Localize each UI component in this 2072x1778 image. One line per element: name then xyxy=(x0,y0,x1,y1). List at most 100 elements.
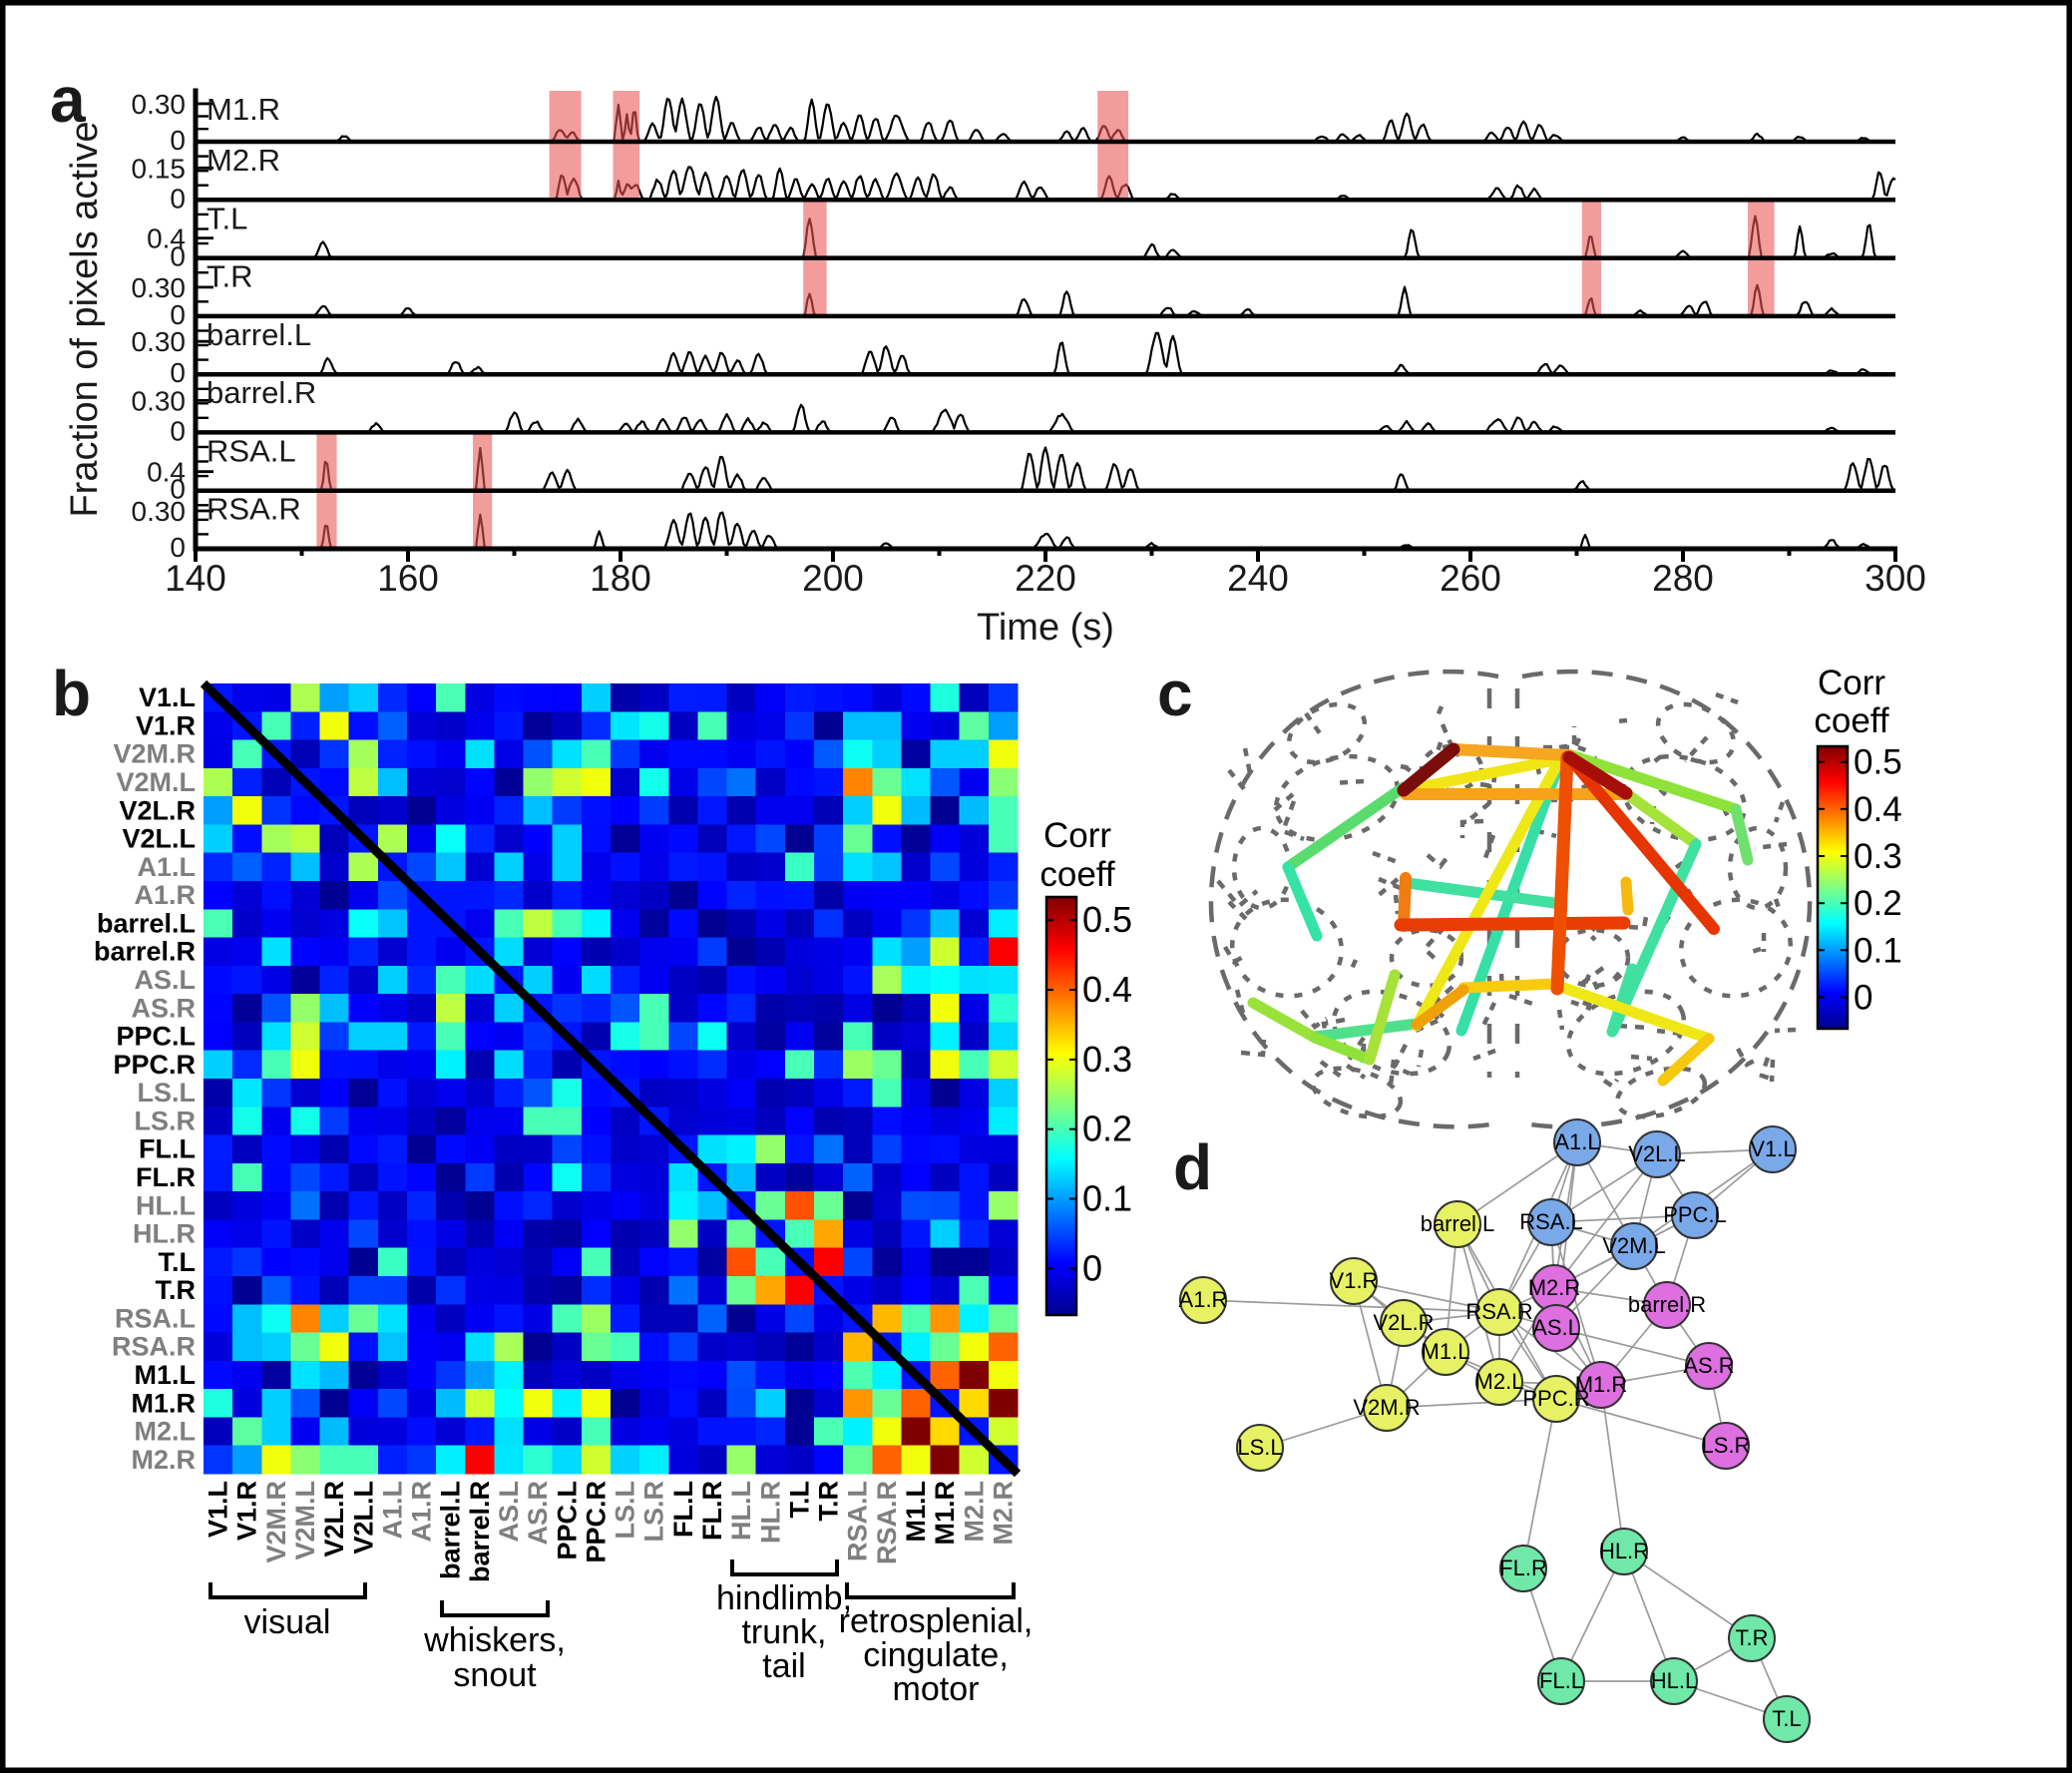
svg-text:0: 0 xyxy=(170,183,186,214)
svg-text:a: a xyxy=(50,64,86,136)
svg-text:A1.L: A1.L xyxy=(377,1481,407,1540)
svg-text:V1.R: V1.R xyxy=(1330,1268,1379,1293)
svg-text:visual: visual xyxy=(244,1603,331,1641)
svg-text:coeff: coeff xyxy=(1814,701,1889,740)
svg-text:trunk,: trunk, xyxy=(741,1613,826,1651)
svg-text:0: 0 xyxy=(1082,1247,1102,1288)
svg-text:T.R: T.R xyxy=(814,1481,844,1522)
svg-text:HL.R: HL.R xyxy=(1599,1539,1649,1563)
svg-text:M2.R: M2.R xyxy=(988,1481,1018,1546)
svg-text:V2L.R: V2L.R xyxy=(119,795,196,825)
svg-text:HL.L: HL.L xyxy=(1651,1668,1697,1693)
svg-text:V2L.R: V2L.R xyxy=(319,1481,349,1557)
svg-text:0.1: 0.1 xyxy=(1854,931,1902,970)
svg-text:T.L: T.L xyxy=(207,201,247,235)
svg-text:0: 0 xyxy=(170,474,186,505)
svg-text:PPC.L: PPC.L xyxy=(552,1481,582,1560)
svg-text:V2M.R: V2M.R xyxy=(1353,1395,1420,1420)
svg-text:0.30: 0.30 xyxy=(132,326,187,357)
svg-text:c: c xyxy=(1157,658,1193,729)
svg-text:M2.R: M2.R xyxy=(131,1445,196,1475)
svg-text:M2.L: M2.L xyxy=(959,1481,989,1543)
svg-text:V2L.L: V2L.L xyxy=(122,824,196,854)
svg-text:0.4: 0.4 xyxy=(147,457,186,488)
svg-text:V1.L: V1.L xyxy=(204,1481,233,1538)
svg-text:220: 220 xyxy=(1015,558,1076,599)
svg-text:PPC.L: PPC.L xyxy=(116,1022,196,1052)
svg-text:PPC.R: PPC.R xyxy=(581,1481,611,1563)
svg-text:LS.R: LS.R xyxy=(639,1481,669,1543)
svg-text:d: d xyxy=(1173,1131,1212,1203)
svg-text:0: 0 xyxy=(170,125,186,156)
svg-text:HL.R: HL.R xyxy=(755,1481,785,1544)
svg-text:V1.R: V1.R xyxy=(232,1481,262,1541)
svg-text:0: 0 xyxy=(170,357,186,388)
svg-text:coeff: coeff xyxy=(1039,855,1115,894)
svg-text:V2M.L: V2M.L xyxy=(290,1481,320,1560)
svg-text:motor: motor xyxy=(893,1670,980,1708)
svg-text:RSA.L: RSA.L xyxy=(115,1303,196,1333)
svg-text:M1.R: M1.R xyxy=(1575,1372,1628,1397)
svg-text:200: 200 xyxy=(802,558,864,599)
svg-text:V2M.R: V2M.R xyxy=(261,1481,291,1563)
svg-text:M2.R: M2.R xyxy=(1528,1275,1581,1300)
svg-text:FL.R: FL.R xyxy=(1499,1556,1547,1580)
svg-text:FL.R: FL.R xyxy=(136,1162,196,1192)
svg-text:V1.L: V1.L xyxy=(1750,1136,1795,1161)
svg-text:M1.L: M1.L xyxy=(134,1360,196,1390)
svg-text:barrel.R: barrel.R xyxy=(465,1481,495,1582)
svg-text:whiskers,: whiskers, xyxy=(423,1621,566,1659)
svg-text:T.R: T.R xyxy=(1736,1625,1769,1650)
svg-text:260: 260 xyxy=(1440,558,1501,599)
svg-text:LS.L: LS.L xyxy=(611,1481,640,1540)
svg-text:V2M.R: V2M.R xyxy=(113,739,196,769)
svg-text:M2.L: M2.L xyxy=(1475,1369,1524,1394)
svg-text:RSA.R: RSA.R xyxy=(112,1332,196,1362)
svg-text:barrel.R: barrel.R xyxy=(1628,1292,1706,1317)
svg-text:140: 140 xyxy=(165,558,226,599)
svg-text:0: 0 xyxy=(170,299,186,330)
svg-text:PPC.L: PPC.L xyxy=(1663,1202,1727,1227)
svg-text:FL.L: FL.L xyxy=(1539,1668,1583,1693)
svg-text:T.R: T.R xyxy=(156,1275,197,1305)
svg-text:FL.R: FL.R xyxy=(697,1481,727,1541)
svg-text:FL.L: FL.L xyxy=(139,1134,196,1164)
svg-text:0.15: 0.15 xyxy=(132,153,187,184)
svg-text:0.4: 0.4 xyxy=(1854,790,1902,829)
svg-text:0.30: 0.30 xyxy=(132,496,187,527)
svg-text:0.5: 0.5 xyxy=(1082,899,1132,940)
svg-text:0.30: 0.30 xyxy=(132,89,187,120)
svg-text:0: 0 xyxy=(170,415,186,446)
svg-text:HL.L: HL.L xyxy=(726,1481,756,1541)
svg-text:0: 0 xyxy=(1854,979,1872,1018)
svg-text:FL.L: FL.L xyxy=(668,1481,698,1538)
svg-text:LS.L: LS.L xyxy=(1237,1435,1282,1460)
svg-text:A1.L: A1.L xyxy=(1554,1129,1599,1154)
svg-text:V1.R: V1.R xyxy=(136,710,196,740)
svg-text:A1.R: A1.R xyxy=(407,1481,437,1543)
svg-text:0.3: 0.3 xyxy=(1854,837,1902,876)
svg-text:A1.L: A1.L xyxy=(137,852,196,882)
svg-text:T.L: T.L xyxy=(159,1247,197,1277)
svg-text:V2M.L: V2M.L xyxy=(1602,1233,1666,1258)
svg-text:240: 240 xyxy=(1227,558,1289,599)
svg-text:M1.L: M1.L xyxy=(901,1481,931,1543)
svg-text:LS.R: LS.R xyxy=(134,1106,196,1135)
svg-text:HL.R: HL.R xyxy=(133,1219,196,1249)
svg-text:0.5: 0.5 xyxy=(1854,743,1902,782)
svg-text:0.2: 0.2 xyxy=(1854,884,1902,923)
svg-text:cingulate,: cingulate, xyxy=(863,1636,1009,1674)
svg-text:Corr: Corr xyxy=(1043,816,1111,855)
svg-text:PPC.R: PPC.R xyxy=(113,1050,196,1080)
svg-text:M2.R: M2.R xyxy=(207,143,280,178)
svg-text:Corr: Corr xyxy=(1818,664,1885,702)
svg-text:barrel.L: barrel.L xyxy=(97,908,196,938)
svg-text:RSA.R: RSA.R xyxy=(1465,1299,1532,1324)
svg-text:M1.R: M1.R xyxy=(207,92,280,127)
svg-text:barrel.L: barrel.L xyxy=(1421,1211,1495,1236)
svg-text:snout: snout xyxy=(453,1656,537,1694)
svg-text:RSA.R: RSA.R xyxy=(207,492,301,527)
svg-text:V2L.R: V2L.R xyxy=(1373,1310,1434,1335)
svg-text:hindlimb,: hindlimb, xyxy=(716,1579,852,1617)
svg-text:RSA.L: RSA.L xyxy=(1519,1209,1583,1234)
